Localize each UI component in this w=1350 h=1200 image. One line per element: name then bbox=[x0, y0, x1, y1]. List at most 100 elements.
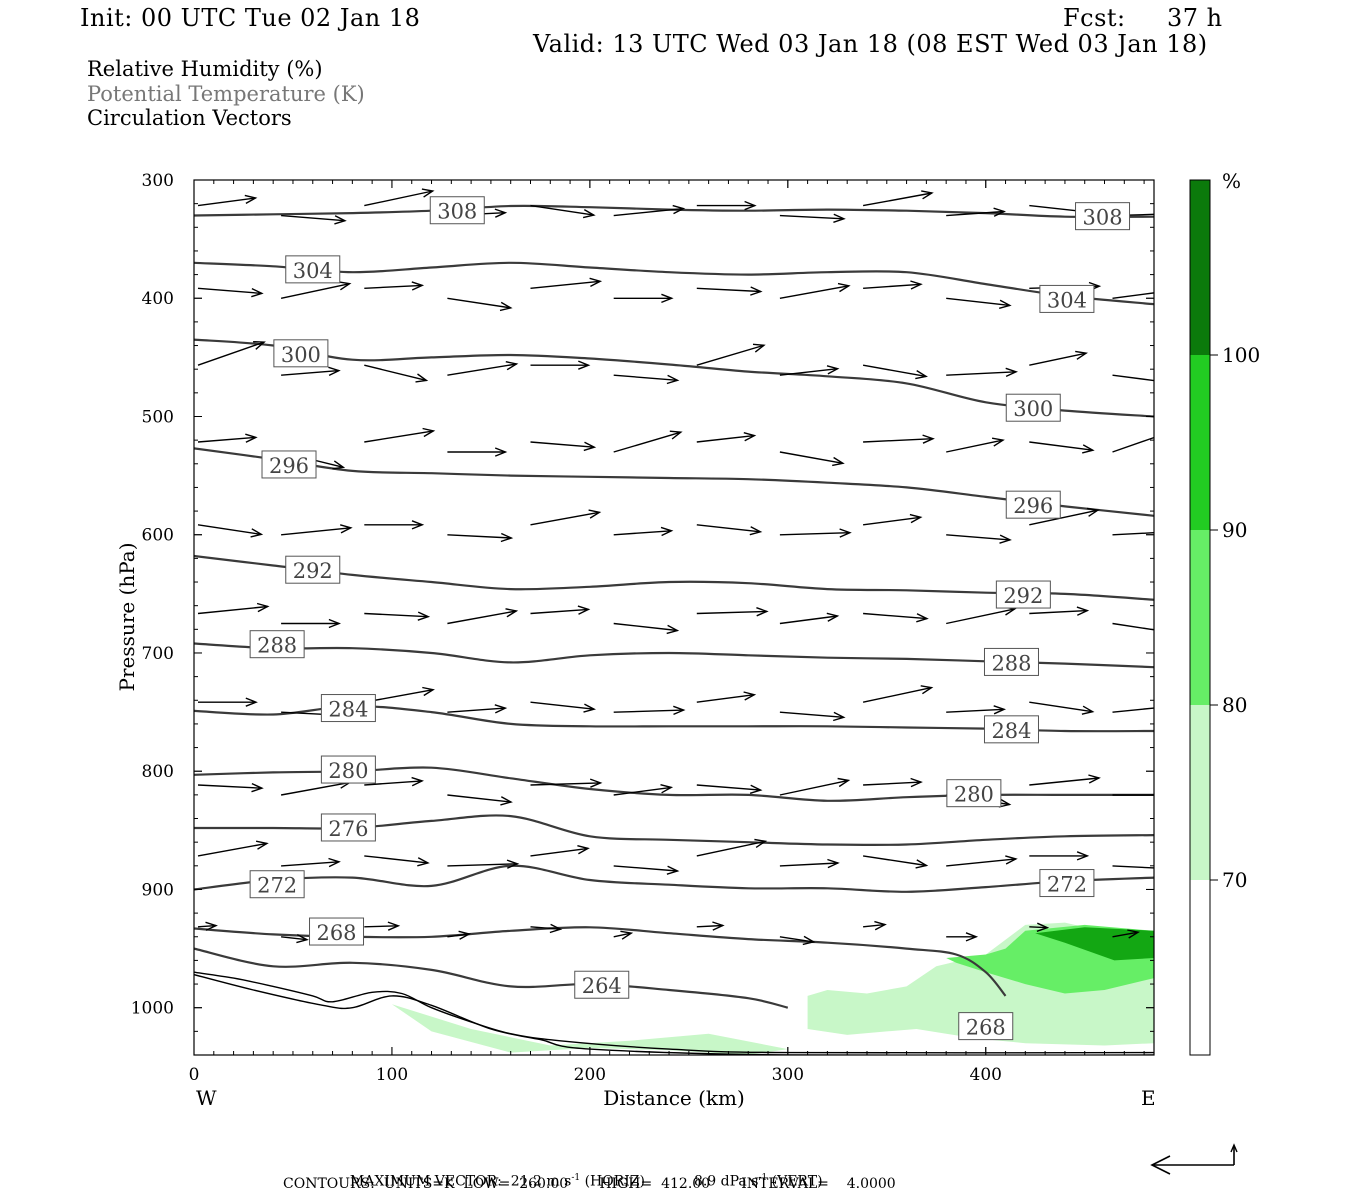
vector-shaft bbox=[613, 431, 681, 453]
contour-label-box bbox=[249, 870, 305, 899]
vector-shaft bbox=[197, 784, 262, 789]
vector-head bbox=[411, 520, 425, 530]
reference-vector bbox=[1150, 1143, 1238, 1175]
circulation-vector bbox=[447, 297, 513, 312]
circulation-vector bbox=[530, 509, 602, 526]
vector-shaft bbox=[696, 524, 761, 533]
vector-shaft bbox=[364, 612, 429, 618]
circulation-vector bbox=[364, 921, 401, 931]
circulation-vector bbox=[281, 366, 341, 377]
y-tick-label: 500 bbox=[142, 407, 174, 427]
vector-head bbox=[837, 282, 851, 293]
vector-shaft bbox=[197, 924, 217, 928]
vector-head bbox=[910, 280, 923, 290]
vector-shaft bbox=[613, 865, 678, 872]
circulation-vector bbox=[613, 865, 680, 875]
circulation-vector bbox=[1112, 292, 1154, 299]
vector-shaft bbox=[1112, 931, 1139, 938]
circulation-vector bbox=[1029, 701, 1095, 715]
circulation-vector bbox=[946, 367, 1018, 378]
circulation-vector bbox=[696, 691, 757, 703]
circulation-vector bbox=[1112, 865, 1154, 869]
field-vectors-label: Circulation Vectors bbox=[87, 106, 292, 130]
forecast-hour-label: Fcst: bbox=[1063, 4, 1126, 32]
circulation-vector bbox=[1112, 528, 1170, 536]
vector-shaft bbox=[862, 192, 933, 207]
vector-head bbox=[915, 370, 928, 380]
vector-head bbox=[672, 204, 686, 215]
circulation-vector bbox=[696, 784, 763, 794]
vector-head bbox=[583, 441, 597, 452]
vector-head bbox=[660, 526, 674, 537]
vector-shaft bbox=[863, 283, 921, 289]
vector-head bbox=[251, 782, 264, 793]
circulation-vector bbox=[946, 705, 1007, 715]
vector-shaft bbox=[862, 855, 927, 867]
vector-head bbox=[874, 920, 887, 931]
contour-label-280: 280 bbox=[954, 783, 994, 807]
vector-shaft bbox=[946, 439, 1004, 453]
vector-head bbox=[588, 509, 602, 519]
circulation-vector bbox=[364, 520, 425, 530]
contour-label-box bbox=[983, 647, 1039, 676]
theta-contour-300 bbox=[194, 338, 1154, 418]
circulation-vector bbox=[1029, 851, 1090, 861]
vector-head bbox=[743, 691, 757, 701]
vector-head bbox=[387, 921, 401, 931]
vector-shaft bbox=[280, 283, 350, 299]
vector-shaft bbox=[779, 285, 849, 299]
circulation-vector bbox=[779, 777, 851, 796]
colorbar-label: 80 bbox=[1222, 693, 1247, 717]
vector-head bbox=[999, 534, 1012, 544]
vector-head bbox=[802, 935, 816, 946]
y-tick-label: 600 bbox=[142, 526, 174, 546]
y-tick-label: 1000 bbox=[131, 999, 174, 1019]
circulation-vector bbox=[364, 611, 431, 621]
circulation-vector bbox=[197, 602, 270, 615]
vector-head bbox=[999, 299, 1012, 309]
colorbar-segment bbox=[1190, 180, 1210, 355]
circulation-vector bbox=[197, 287, 264, 298]
circulation-vector bbox=[364, 281, 425, 291]
theta-contour-308 bbox=[194, 204, 1154, 219]
vector-head bbox=[1160, 528, 1170, 536]
x-axis-title: Distance (km) bbox=[603, 1086, 745, 1110]
circulation-vector bbox=[1029, 350, 1088, 366]
y-axis-title: Pressure (hPa) bbox=[115, 543, 139, 692]
vector-shaft bbox=[779, 214, 844, 220]
contour-label-308: 308 bbox=[1082, 206, 1122, 230]
vector-shaft bbox=[364, 284, 423, 289]
vector-shaft bbox=[1112, 865, 1154, 869]
vector-shaft bbox=[530, 926, 561, 930]
vector-head bbox=[244, 194, 258, 205]
contour-label-304: 304 bbox=[293, 259, 333, 283]
vector-shaft bbox=[696, 287, 761, 293]
vector-head bbox=[832, 456, 845, 467]
vector-head bbox=[1086, 507, 1100, 517]
vector-shaft bbox=[779, 862, 838, 867]
circulation-vector bbox=[779, 612, 840, 625]
vector-head bbox=[1036, 922, 1050, 932]
contour-label-300: 300 bbox=[1013, 397, 1053, 421]
vector-shaft bbox=[197, 341, 265, 366]
vector-head bbox=[415, 373, 429, 383]
vector-head bbox=[826, 365, 840, 375]
vector-head bbox=[993, 705, 1007, 715]
vector-shaft bbox=[447, 610, 517, 625]
vector-shaft bbox=[447, 363, 517, 376]
vector-head bbox=[756, 607, 769, 617]
circulation-vector bbox=[530, 923, 563, 934]
circulation-vector bbox=[447, 930, 472, 940]
vector-shaft bbox=[364, 430, 434, 443]
vector-head bbox=[549, 923, 563, 934]
contour-label-268: 268 bbox=[966, 1016, 1006, 1040]
vector-head bbox=[589, 277, 603, 288]
vector-shaft bbox=[447, 863, 518, 867]
circulation-vector bbox=[530, 778, 603, 788]
vector-shaft bbox=[281, 527, 351, 536]
circulation-vector bbox=[946, 297, 1012, 309]
vector-head bbox=[620, 930, 634, 940]
vector-shaft bbox=[530, 280, 601, 289]
vector-shaft bbox=[447, 534, 512, 539]
circulation-vector bbox=[1112, 374, 1154, 382]
